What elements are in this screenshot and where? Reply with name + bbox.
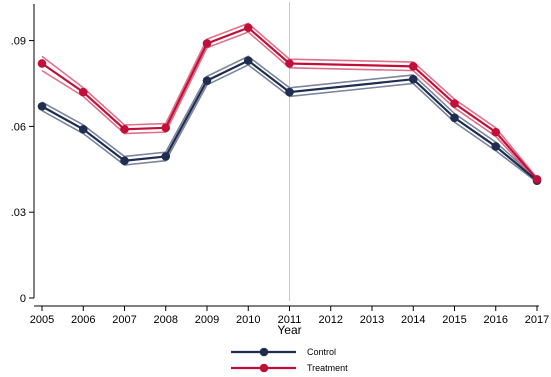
x-tick-label: 2006: [71, 314, 95, 326]
control-point: [491, 142, 501, 151]
x-tick-label: 2014: [401, 314, 425, 326]
x-tick-label: 2011: [278, 314, 302, 326]
treatment-legend-marker: [259, 363, 269, 373]
control-point: [243, 56, 253, 65]
treatment-point: [408, 62, 418, 71]
control-point: [408, 74, 418, 84]
x-tick-label: 2016: [484, 314, 508, 326]
y-tick-label: .03: [11, 207, 26, 219]
control-point: [120, 156, 129, 166]
treatment-point: [285, 59, 294, 68]
x-tick-label: 2012: [319, 314, 343, 326]
treatment-point: [491, 127, 501, 137]
x-tick-label: 2013: [360, 314, 384, 326]
control-point: [450, 113, 459, 123]
x-tick-label: 2009: [195, 314, 219, 326]
treatment-point: [202, 39, 212, 48]
treatment-point: [161, 123, 171, 133]
x-tick-label: 2008: [154, 314, 178, 326]
x-tick-label: 2007: [112, 314, 136, 326]
y-tick-label: 0: [20, 293, 26, 305]
x-tick-label: 2005: [30, 314, 54, 326]
control-point: [37, 102, 47, 111]
x-tick-label: 2010: [236, 314, 260, 326]
treatment-point: [120, 124, 129, 134]
x-tick-label: 2015: [442, 314, 466, 326]
control-point: [78, 124, 88, 134]
control-point: [202, 76, 212, 85]
treatment-point: [450, 99, 459, 108]
control-point: [161, 152, 171, 161]
y-tick-label: .09: [11, 36, 26, 48]
y-tick-label: .06: [11, 121, 26, 133]
treatment-point: [37, 59, 47, 68]
treatment-legend-label: Treatment: [307, 363, 348, 373]
treatment-point: [532, 175, 542, 184]
control-legend-marker: [259, 347, 269, 357]
control-point: [285, 87, 294, 97]
treatment-point: [243, 23, 253, 33]
x-axis-title: Year: [277, 323, 301, 337]
x-tick-label: 2017: [525, 314, 549, 326]
control-legend-label: Control: [307, 347, 336, 357]
treatment-point: [78, 87, 88, 97]
